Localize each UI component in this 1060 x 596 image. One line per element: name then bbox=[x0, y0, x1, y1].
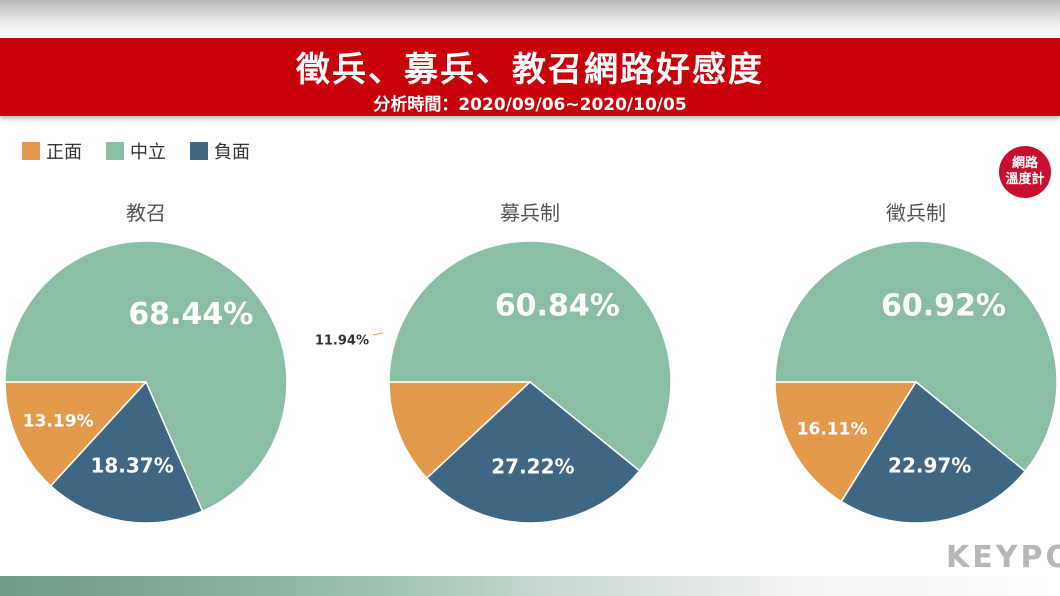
keypo-logo: KEYPO bbox=[946, 540, 1060, 575]
badge-line-2: 溫度計 bbox=[1005, 172, 1045, 187]
pie-chart-2: 募兵制 11.94% 60.84% 27.22% bbox=[315, 201, 672, 524]
top-background bbox=[0, 0, 1060, 38]
legend-swatch-negative bbox=[190, 142, 208, 160]
legend-item-positive: 正面 bbox=[22, 138, 82, 164]
pie-slice-positive bbox=[388, 381, 532, 480]
pie-chart-1: 教召 13.19% 68.44% 18.37% bbox=[4, 201, 288, 524]
pie-label-positive: 11.94% bbox=[315, 334, 369, 349]
pie-label-negative: 18.37% bbox=[90, 454, 173, 478]
pie-label-positive: 13.19% bbox=[23, 412, 94, 432]
pie-title: 募兵制 bbox=[500, 201, 560, 225]
pie-slice-neutral bbox=[774, 240, 1058, 473]
pie-title: 教召 bbox=[126, 201, 166, 225]
chart-legend: 正面 中立 負面 bbox=[22, 138, 250, 164]
pie-chart-3: 徵兵制 16.11% 60.92% 22.97% bbox=[774, 201, 1058, 524]
pie-slice-negative bbox=[425, 381, 641, 524]
pie-leader-line bbox=[372, 332, 384, 336]
pie-label-positive: 16.11% bbox=[797, 419, 868, 439]
pie-label-negative: 27.22% bbox=[491, 455, 574, 479]
legend-label-negative: 負面 bbox=[214, 142, 250, 163]
legend-label-neutral: 中立 bbox=[130, 142, 166, 163]
bottom-strip bbox=[0, 576, 1060, 596]
pie-slice-positive bbox=[4, 381, 148, 487]
legend-item-negative: 負面 bbox=[190, 138, 250, 164]
legend-swatch-positive bbox=[22, 142, 40, 160]
pie-slice-neutral bbox=[4, 240, 288, 513]
pie-title: 徵兵制 bbox=[886, 201, 946, 225]
legend-item-neutral: 中立 bbox=[106, 138, 166, 164]
pie-slice-negative bbox=[840, 380, 1027, 524]
analysis-period: 分析時間：2020/09/06~2020/10/05 bbox=[373, 95, 687, 115]
thermometer-badge-logo: 網路 溫度計 bbox=[999, 146, 1051, 198]
pie-label-neutral: 68.44% bbox=[128, 297, 253, 332]
legend-label-positive: 正面 bbox=[46, 142, 82, 163]
pie-slice-positive bbox=[774, 381, 918, 503]
page-title: 徵兵、募兵、教召網路好感度 bbox=[296, 50, 764, 90]
title-banner: 徵兵、募兵、教召網路好感度 分析時間：2020/09/06~2020/10/05 bbox=[0, 38, 1060, 116]
pie-label-neutral: 60.92% bbox=[881, 289, 1006, 324]
badge-line-1: 網路 bbox=[1011, 156, 1038, 171]
legend-swatch-neutral bbox=[106, 142, 124, 160]
pie-label-neutral: 60.84% bbox=[495, 288, 620, 323]
pie-slice-neutral bbox=[388, 240, 672, 472]
pie-label-negative: 22.97% bbox=[888, 454, 971, 478]
pie-slice-negative bbox=[49, 380, 204, 524]
